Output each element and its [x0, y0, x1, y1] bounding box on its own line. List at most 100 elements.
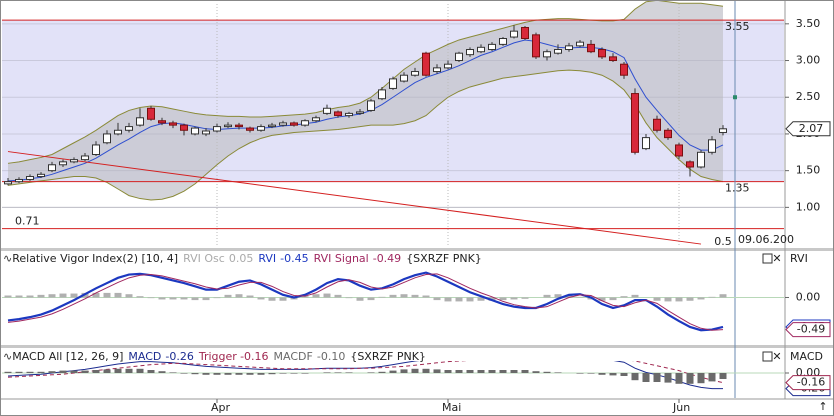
candle-body [279, 122, 287, 126]
histogram-bar [708, 296, 716, 298]
histogram-bar [37, 294, 45, 298]
histogram-bar [279, 297, 287, 301]
scroll-arrow[interactable]: ↑ [818, 400, 827, 413]
x-tick-label: Apr [211, 401, 231, 414]
rvi-axis-title: RVI [790, 252, 808, 265]
histogram-bar [433, 369, 441, 373]
candle-body [719, 128, 727, 133]
histogram-bar [433, 297, 441, 301]
histogram-bar [103, 369, 111, 373]
histogram-bar [422, 295, 430, 298]
histogram-bar [477, 370, 485, 373]
candle-body [312, 117, 320, 122]
cursor-label: 09.06.200 [738, 233, 794, 246]
candle-body [554, 49, 562, 54]
level-label: 1.35 [725, 182, 750, 195]
candle-body [202, 130, 210, 135]
candle-body [499, 38, 507, 45]
candle-body [345, 112, 353, 117]
histogram-bar [708, 373, 716, 382]
histogram-bar [521, 370, 529, 373]
histogram-bar [246, 373, 254, 375]
histogram-bar [477, 297, 485, 301]
close-button[interactable]: ✕ [772, 350, 781, 363]
candle-body [455, 52, 463, 62]
histogram-bar [345, 372, 353, 373]
histogram-bar [598, 297, 606, 301]
candle-body [686, 161, 694, 168]
histogram-bar [400, 369, 408, 373]
plot-area [2, 271, 784, 332]
histogram-bar [444, 297, 452, 302]
histogram-bar [180, 373, 188, 374]
maximize-button[interactable] [762, 253, 773, 264]
histogram-bar [235, 373, 243, 375]
histogram-bar [191, 373, 199, 375]
candle-body [587, 43, 595, 53]
histogram-bar [554, 372, 562, 373]
cursor-dot [733, 95, 737, 100]
histogram-bar [114, 292, 122, 298]
histogram-bar [554, 294, 562, 298]
histogram-bar [224, 294, 232, 298]
histogram-bar [378, 296, 386, 298]
histogram-bar [158, 371, 166, 373]
histogram-bar [15, 371, 23, 373]
candle-body [268, 124, 276, 128]
candle-body [290, 122, 298, 126]
histogram-bar [114, 368, 122, 373]
histogram-bar [257, 297, 265, 300]
maximize-button[interactable] [762, 351, 773, 362]
histogram-bar [697, 373, 705, 384]
close-button[interactable]: ✕ [772, 252, 781, 265]
candle-body [103, 133, 111, 144]
histogram-bar [653, 373, 661, 382]
histogram-bar [719, 373, 727, 379]
candle-body [334, 111, 342, 117]
histogram-bar [4, 371, 12, 373]
candle-body [664, 129, 672, 139]
candle-body [422, 52, 430, 76]
candle-body [433, 67, 441, 73]
histogram-bar [334, 372, 342, 373]
line [7, 361, 724, 384]
trend-line [7, 151, 702, 245]
histogram-bar [389, 294, 397, 298]
histogram-bar [686, 373, 694, 384]
histogram-bar [37, 371, 45, 373]
histogram-bar [136, 368, 144, 373]
histogram-bar [213, 297, 221, 299]
histogram-bar [499, 370, 507, 373]
price-box-label: 2.07 [799, 122, 824, 135]
plot-area [2, 361, 784, 390]
candle-body [224, 124, 232, 128]
candle-body [400, 74, 408, 82]
panel-buttons: ✕ ✕ [762, 252, 782, 363]
candle-body [70, 159, 78, 163]
panel-separator [1, 345, 833, 348]
histogram-bar [499, 297, 507, 301]
histogram-bar [136, 296, 144, 298]
histogram-bar [81, 370, 89, 373]
candle-body [543, 51, 551, 58]
candle-body [477, 46, 485, 53]
candle-body [444, 63, 452, 69]
candle-body [169, 122, 177, 126]
histogram-bar [147, 297, 155, 299]
histogram-bar [125, 368, 133, 373]
candle-body [411, 71, 419, 76]
histogram-bar [169, 372, 177, 373]
histogram-bar [323, 372, 331, 373]
histogram-bar [213, 373, 221, 375]
candle-body [620, 63, 628, 76]
candle-body [26, 176, 34, 180]
value-box [785, 322, 831, 338]
histogram-bar [675, 297, 683, 302]
histogram-bar [257, 373, 265, 375]
price-box [785, 121, 831, 137]
histogram-bar [466, 297, 474, 302]
histogram-bar [389, 370, 397, 373]
histogram-bar [587, 373, 595, 374]
